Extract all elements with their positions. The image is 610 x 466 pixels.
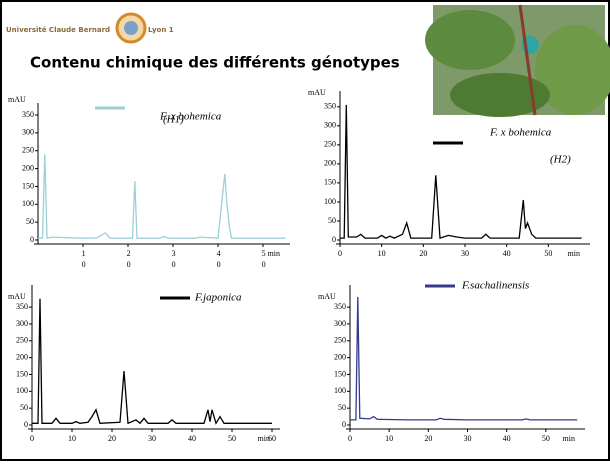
y-tick-label: 150	[22, 181, 34, 190]
legend-note: (H2)	[550, 154, 571, 166]
legend-note: (H1)	[163, 114, 184, 126]
y-tick-label: 50	[338, 403, 346, 412]
x-tick-label: 40	[503, 249, 511, 258]
y-tick-label: 300	[334, 319, 346, 328]
x-tick-label: 50	[544, 249, 552, 258]
legend-label: F.japonica	[194, 292, 242, 304]
x-tick-label: 30	[461, 249, 469, 258]
y-tick-label: 0	[332, 235, 336, 244]
y-tick-label: 100	[22, 199, 34, 208]
x-tick-label: 20	[424, 434, 432, 443]
y-tick-label: 250	[324, 140, 336, 149]
y-tick-label: 200	[16, 352, 28, 361]
y-tick-label: 350	[334, 302, 346, 311]
y-tick-label: 0	[24, 420, 28, 429]
y-tick-label: 350	[22, 110, 34, 119]
y-tick-label: 300	[324, 121, 336, 130]
y-tick-label: 200	[334, 352, 346, 361]
y-tick-label: 250	[334, 336, 346, 345]
y-tick-label: 200	[22, 163, 34, 172]
x-tick-label: 40	[503, 434, 511, 443]
y-tick-label: 100	[16, 386, 28, 395]
y-axis-label: mAU	[318, 292, 336, 301]
y-tick-label: 350	[16, 302, 28, 311]
x-tick-label: 0	[338, 249, 342, 258]
y-axis-label: mAU	[8, 292, 26, 301]
x-tick-label: 30	[148, 434, 156, 443]
y-tick-label: 0	[30, 235, 34, 244]
x-axis-label: min	[268, 249, 280, 258]
x-tick-label: 10	[385, 434, 393, 443]
y-tick-label: 150	[324, 178, 336, 187]
x-tick-label: 50	[228, 434, 236, 443]
y-axis-label: mAU	[8, 95, 26, 104]
y-tick-label: 250	[22, 146, 34, 155]
x-tick-label: 40	[214, 249, 223, 271]
legend-label: F. x bohemica	[489, 127, 552, 139]
x-tick-label: 20	[108, 434, 116, 443]
x-tick-label: 20	[124, 249, 133, 271]
logo-center	[124, 21, 138, 35]
university: Université Claude Bernard	[6, 26, 110, 34]
y-tick-label: 150	[16, 369, 28, 378]
x-tick-label: 30	[464, 434, 472, 443]
y-tick-label: 300	[22, 128, 34, 137]
x-tick-label: 10	[79, 249, 88, 271]
y-axis-label: mAU	[308, 88, 326, 97]
x-tick-label: 10	[68, 434, 76, 443]
y-tick-label: 50	[20, 403, 28, 412]
y-tick-label: 100	[324, 197, 336, 206]
y-tick-label: 150	[334, 369, 346, 378]
x-tick-label: 30	[169, 249, 178, 271]
x-tick-label: 0	[348, 434, 352, 443]
slide: Université Claude Bernard Lyon 1 Contenu…	[0, 0, 610, 461]
y-tick-label: 300	[16, 319, 28, 328]
y-tick-label: 50	[328, 216, 336, 225]
x-axis-label: min	[563, 434, 575, 443]
x-tick-label: 10	[378, 249, 386, 258]
x-tick-label: 50	[542, 434, 550, 443]
photo	[425, 5, 610, 117]
legend-label: F.sachalinensis	[461, 280, 529, 292]
y-tick-label: 250	[16, 336, 28, 345]
slide-title: Contenu chimique des différents génotype…	[30, 54, 400, 72]
x-axis-label: min	[258, 434, 270, 443]
y-tick-label: 200	[324, 159, 336, 168]
campus: Lyon 1	[148, 26, 174, 34]
x-tick-label: 40	[188, 434, 196, 443]
y-tick-label: 0	[342, 420, 346, 429]
y-tick-label: 50	[26, 217, 34, 226]
x-tick-label: 20	[419, 249, 427, 258]
x-axis-label: min	[568, 249, 580, 258]
x-tick-label: 0	[30, 434, 34, 443]
y-tick-label: 350	[324, 102, 336, 111]
y-tick-label: 100	[334, 386, 346, 395]
leaf	[425, 10, 515, 70]
